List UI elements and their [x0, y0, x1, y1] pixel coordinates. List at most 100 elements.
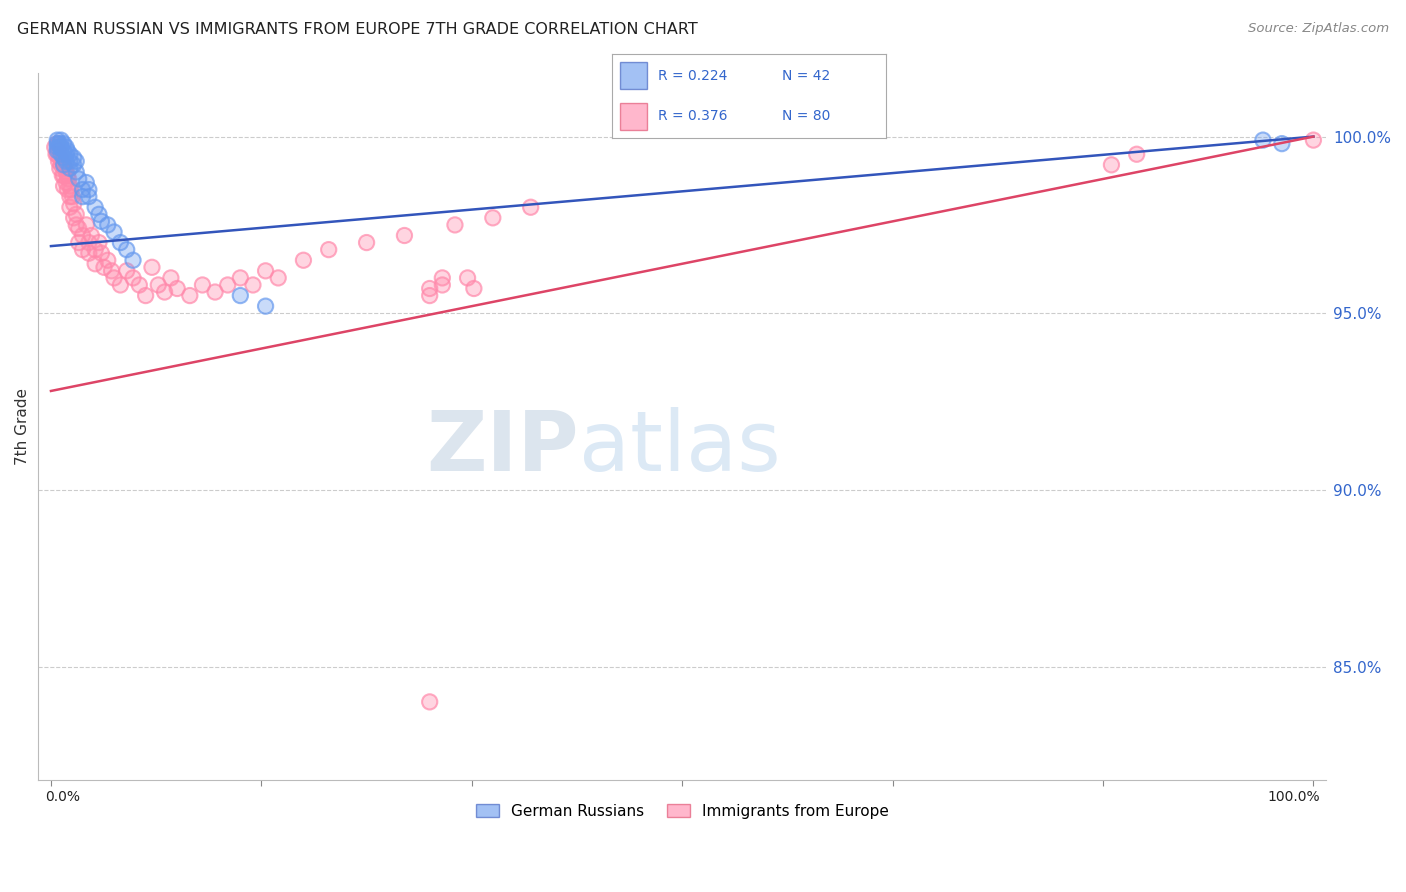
- Point: [242, 277, 264, 292]
- Point: [49, 133, 72, 147]
- Point: [160, 271, 183, 285]
- Point: [59, 154, 82, 169]
- Point: [90, 246, 112, 260]
- Point: [153, 285, 176, 299]
- Point: [80, 228, 103, 243]
- Point: [72, 189, 94, 203]
- Point: [1251, 133, 1274, 147]
- Point: [49, 147, 72, 161]
- Point: [122, 253, 145, 268]
- Point: [1271, 136, 1294, 151]
- Point: [72, 183, 94, 197]
- Point: [59, 189, 82, 203]
- Point: [55, 176, 77, 190]
- Point: [65, 154, 87, 169]
- Point: [52, 179, 75, 194]
- Point: [419, 695, 441, 709]
- Point: [1125, 147, 1147, 161]
- Point: [55, 154, 77, 169]
- Point: [103, 271, 125, 285]
- Point: [103, 271, 125, 285]
- Point: [77, 183, 100, 197]
- Point: [52, 151, 75, 165]
- Point: [46, 147, 69, 161]
- Point: [318, 243, 340, 257]
- Point: [52, 158, 75, 172]
- Point: [46, 136, 69, 151]
- Point: [46, 136, 69, 151]
- Point: [65, 207, 87, 221]
- Point: [217, 277, 239, 292]
- Point: [62, 196, 84, 211]
- Point: [135, 288, 157, 302]
- Point: [72, 228, 94, 243]
- Point: [49, 140, 72, 154]
- Point: [419, 288, 441, 302]
- Point: [90, 214, 112, 228]
- Point: [141, 260, 163, 275]
- Point: [53, 161, 76, 176]
- Point: [49, 140, 72, 154]
- Point: [444, 218, 467, 232]
- Point: [77, 183, 100, 197]
- Point: [62, 211, 84, 225]
- Point: [59, 179, 82, 194]
- Point: [97, 218, 120, 232]
- Point: [141, 260, 163, 275]
- Point: [49, 161, 72, 176]
- Point: [62, 151, 84, 165]
- Point: [49, 140, 72, 154]
- Point: [72, 228, 94, 243]
- Point: [67, 221, 90, 235]
- Point: [46, 144, 69, 158]
- Point: [179, 288, 201, 302]
- Point: [45, 147, 67, 161]
- Point: [62, 189, 84, 203]
- Point: [60, 183, 83, 197]
- Point: [67, 172, 90, 186]
- Text: R = 0.224: R = 0.224: [658, 69, 727, 83]
- Point: [55, 165, 77, 179]
- Point: [59, 154, 82, 169]
- Point: [122, 271, 145, 285]
- Point: [356, 235, 378, 250]
- Point: [52, 158, 75, 172]
- Point: [100, 264, 122, 278]
- Point: [419, 288, 441, 302]
- Point: [59, 179, 82, 194]
- Point: [191, 277, 214, 292]
- Point: [51, 154, 73, 169]
- Text: GERMAN RUSSIAN VS IMMIGRANTS FROM EUROPE 7TH GRADE CORRELATION CHART: GERMAN RUSSIAN VS IMMIGRANTS FROM EUROPE…: [17, 22, 697, 37]
- Bar: [620, 62, 647, 89]
- Point: [59, 161, 82, 176]
- Point: [110, 277, 132, 292]
- Point: [242, 277, 264, 292]
- Point: [52, 158, 75, 172]
- Point: [45, 147, 67, 161]
- Point: [1271, 136, 1294, 151]
- Point: [432, 277, 454, 292]
- Point: [1099, 158, 1122, 172]
- Point: [51, 169, 73, 183]
- Point: [444, 218, 467, 232]
- Point: [67, 172, 90, 186]
- Point: [122, 253, 145, 268]
- Point: [75, 218, 97, 232]
- Point: [62, 151, 84, 165]
- Point: [55, 147, 77, 161]
- Point: [48, 144, 70, 158]
- Point: [62, 189, 84, 203]
- Point: [87, 207, 110, 221]
- Point: [432, 271, 454, 285]
- Text: atlas: atlas: [579, 407, 780, 488]
- Point: [46, 144, 69, 158]
- Point: [44, 140, 66, 154]
- Point: [65, 154, 87, 169]
- Text: N = 42: N = 42: [782, 69, 830, 83]
- Point: [204, 285, 226, 299]
- Y-axis label: 7th Grade: 7th Grade: [15, 388, 30, 465]
- Point: [49, 136, 72, 151]
- Point: [1302, 133, 1324, 147]
- Point: [122, 271, 145, 285]
- Point: [1302, 133, 1324, 147]
